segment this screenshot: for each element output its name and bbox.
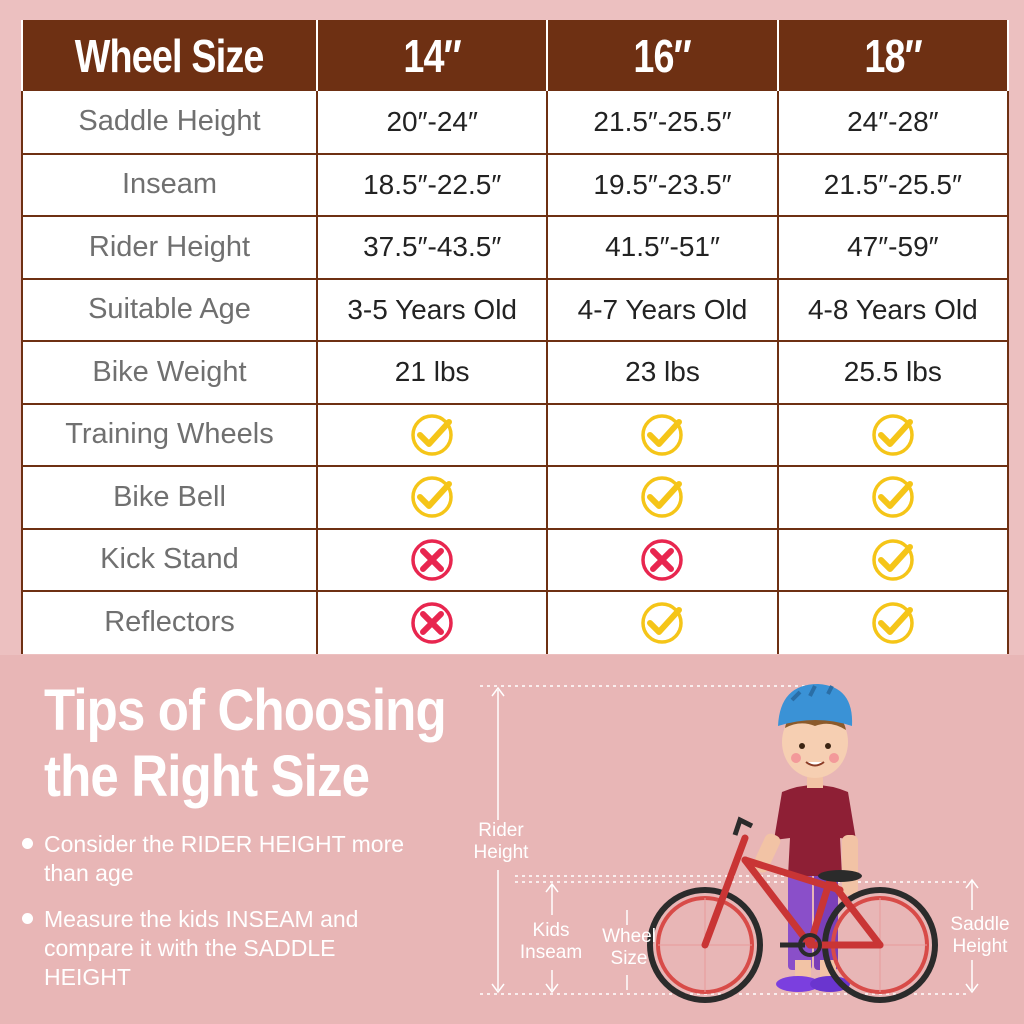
header-wheel-size: Wheel Size: [21, 20, 318, 91]
check-icon: [872, 414, 914, 456]
table-cell: 23 lbs: [546, 341, 779, 405]
feature-mark-cell: [776, 403, 1010, 467]
row-label: Inseam: [21, 153, 318, 217]
check-icon: [641, 414, 684, 456]
check-icon: [872, 476, 914, 518]
label-saddle-height: Saddle Height: [950, 914, 1010, 957]
table-cell: 25.5 lbs: [776, 341, 1010, 405]
table-row: Kick Stand: [21, 528, 1010, 592]
check-icon: [411, 476, 453, 518]
table-row: Inseam 18.5″-22.5″ 19.5″-23.5″ 21.5″-25.5″: [21, 153, 1010, 217]
tips-list: Consider the RIDER HEIGHT more than age …: [22, 830, 422, 1009]
feature-mark-cell: [546, 466, 779, 530]
tips-title-line1: Tips of Choosing: [44, 678, 447, 743]
check-icon: [872, 602, 914, 644]
feature-mark-cell: [546, 528, 779, 592]
table-row: Reflectors: [21, 591, 1010, 654]
row-label: Bike Weight: [21, 341, 318, 405]
label-rider-height: Rider Height: [473, 820, 529, 863]
feature-mark-cell: [776, 528, 1010, 592]
check-icon: [641, 602, 684, 644]
table-cell: 4-8 Years Old: [776, 278, 1010, 342]
row-label: Training Wheels: [21, 403, 318, 467]
table-cell: 41.5″-51″: [546, 216, 779, 280]
feature-mark-cell: [546, 591, 779, 654]
row-label: Reflectors: [21, 591, 318, 654]
check-icon: [411, 414, 453, 456]
row-label: Rider Height: [21, 216, 318, 280]
table-cell: 37.5″-43.5″: [315, 216, 549, 280]
table-cell: 21.5″-25.5″: [776, 153, 1010, 217]
tip-item: Consider the RIDER HEIGHT more than age: [22, 830, 422, 888]
label-wheel-size: Wheel Size: [602, 926, 656, 969]
check-icon: [872, 539, 914, 581]
table-row: Bike Bell: [21, 466, 1010, 530]
table-cell: 47″-59″: [776, 216, 1010, 280]
table-cell: 24″-28″: [776, 91, 1010, 155]
tips-title: Tips of Choosing the Right Size: [44, 678, 501, 810]
bullet-icon: [22, 913, 33, 924]
table-cell: 3-5 Years Old: [315, 278, 549, 342]
table-cell: 18.5″-22.5″: [315, 153, 549, 217]
feature-mark-cell: [776, 591, 1010, 654]
bullet-icon: [22, 838, 33, 849]
cross-icon: [641, 539, 684, 581]
table-row: Bike Weight 21 lbs 23 lbs 25.5 lbs: [21, 341, 1010, 405]
cross-icon: [411, 539, 453, 581]
header-size-18: 18″: [776, 20, 1010, 91]
table-row: Saddle Height 20″-24″ 21.5″-25.5″ 24″-28″: [21, 91, 1010, 155]
table-header-row: Wheel Size 14″ 16″ 18″: [21, 20, 1010, 91]
row-label: Suitable Age: [21, 278, 318, 342]
tips-title-line2: the Right Size: [44, 744, 370, 809]
table-cell: 21 lbs: [315, 341, 549, 405]
table-row: Suitable Age 3-5 Years Old 4-7 Years Old 4-…: [21, 278, 1010, 342]
feature-mark-cell: [315, 466, 549, 530]
feature-mark-cell: [315, 591, 549, 654]
cross-icon: [411, 602, 453, 644]
table-cell: 4-7 Years Old: [546, 278, 779, 342]
feature-mark-cell: [315, 403, 549, 467]
feature-mark-cell: [776, 466, 1010, 530]
feature-mark-cell: [546, 403, 779, 467]
header-size-14: 14″: [315, 20, 549, 91]
check-icon: [641, 476, 684, 518]
label-kids-inseam: Kids Inseam: [519, 920, 583, 963]
table-row: Training Wheels: [21, 403, 1010, 467]
feature-mark-cell: [315, 528, 549, 592]
table-cell: 19.5″-23.5″: [546, 153, 779, 217]
row-label: Bike Bell: [21, 466, 318, 530]
header-size-16: 16″: [546, 20, 779, 91]
table-cell: 20″-24″: [315, 91, 549, 155]
kid-bike-illustration: [480, 684, 979, 1003]
row-label: Kick Stand: [21, 528, 318, 592]
tip-item: Measure the kids INSEAM and compare it w…: [22, 905, 422, 992]
table-row: Rider Height 37.5″-43.5″ 41.5″-51″ 47″-59″: [21, 216, 1010, 280]
row-label: Saddle Height: [21, 91, 318, 155]
size-chart-table: Wheel Size 14″ 16″ 18″ Saddle Height 20″-…: [21, 20, 1010, 654]
table-cell: 21.5″-25.5″: [546, 91, 779, 155]
